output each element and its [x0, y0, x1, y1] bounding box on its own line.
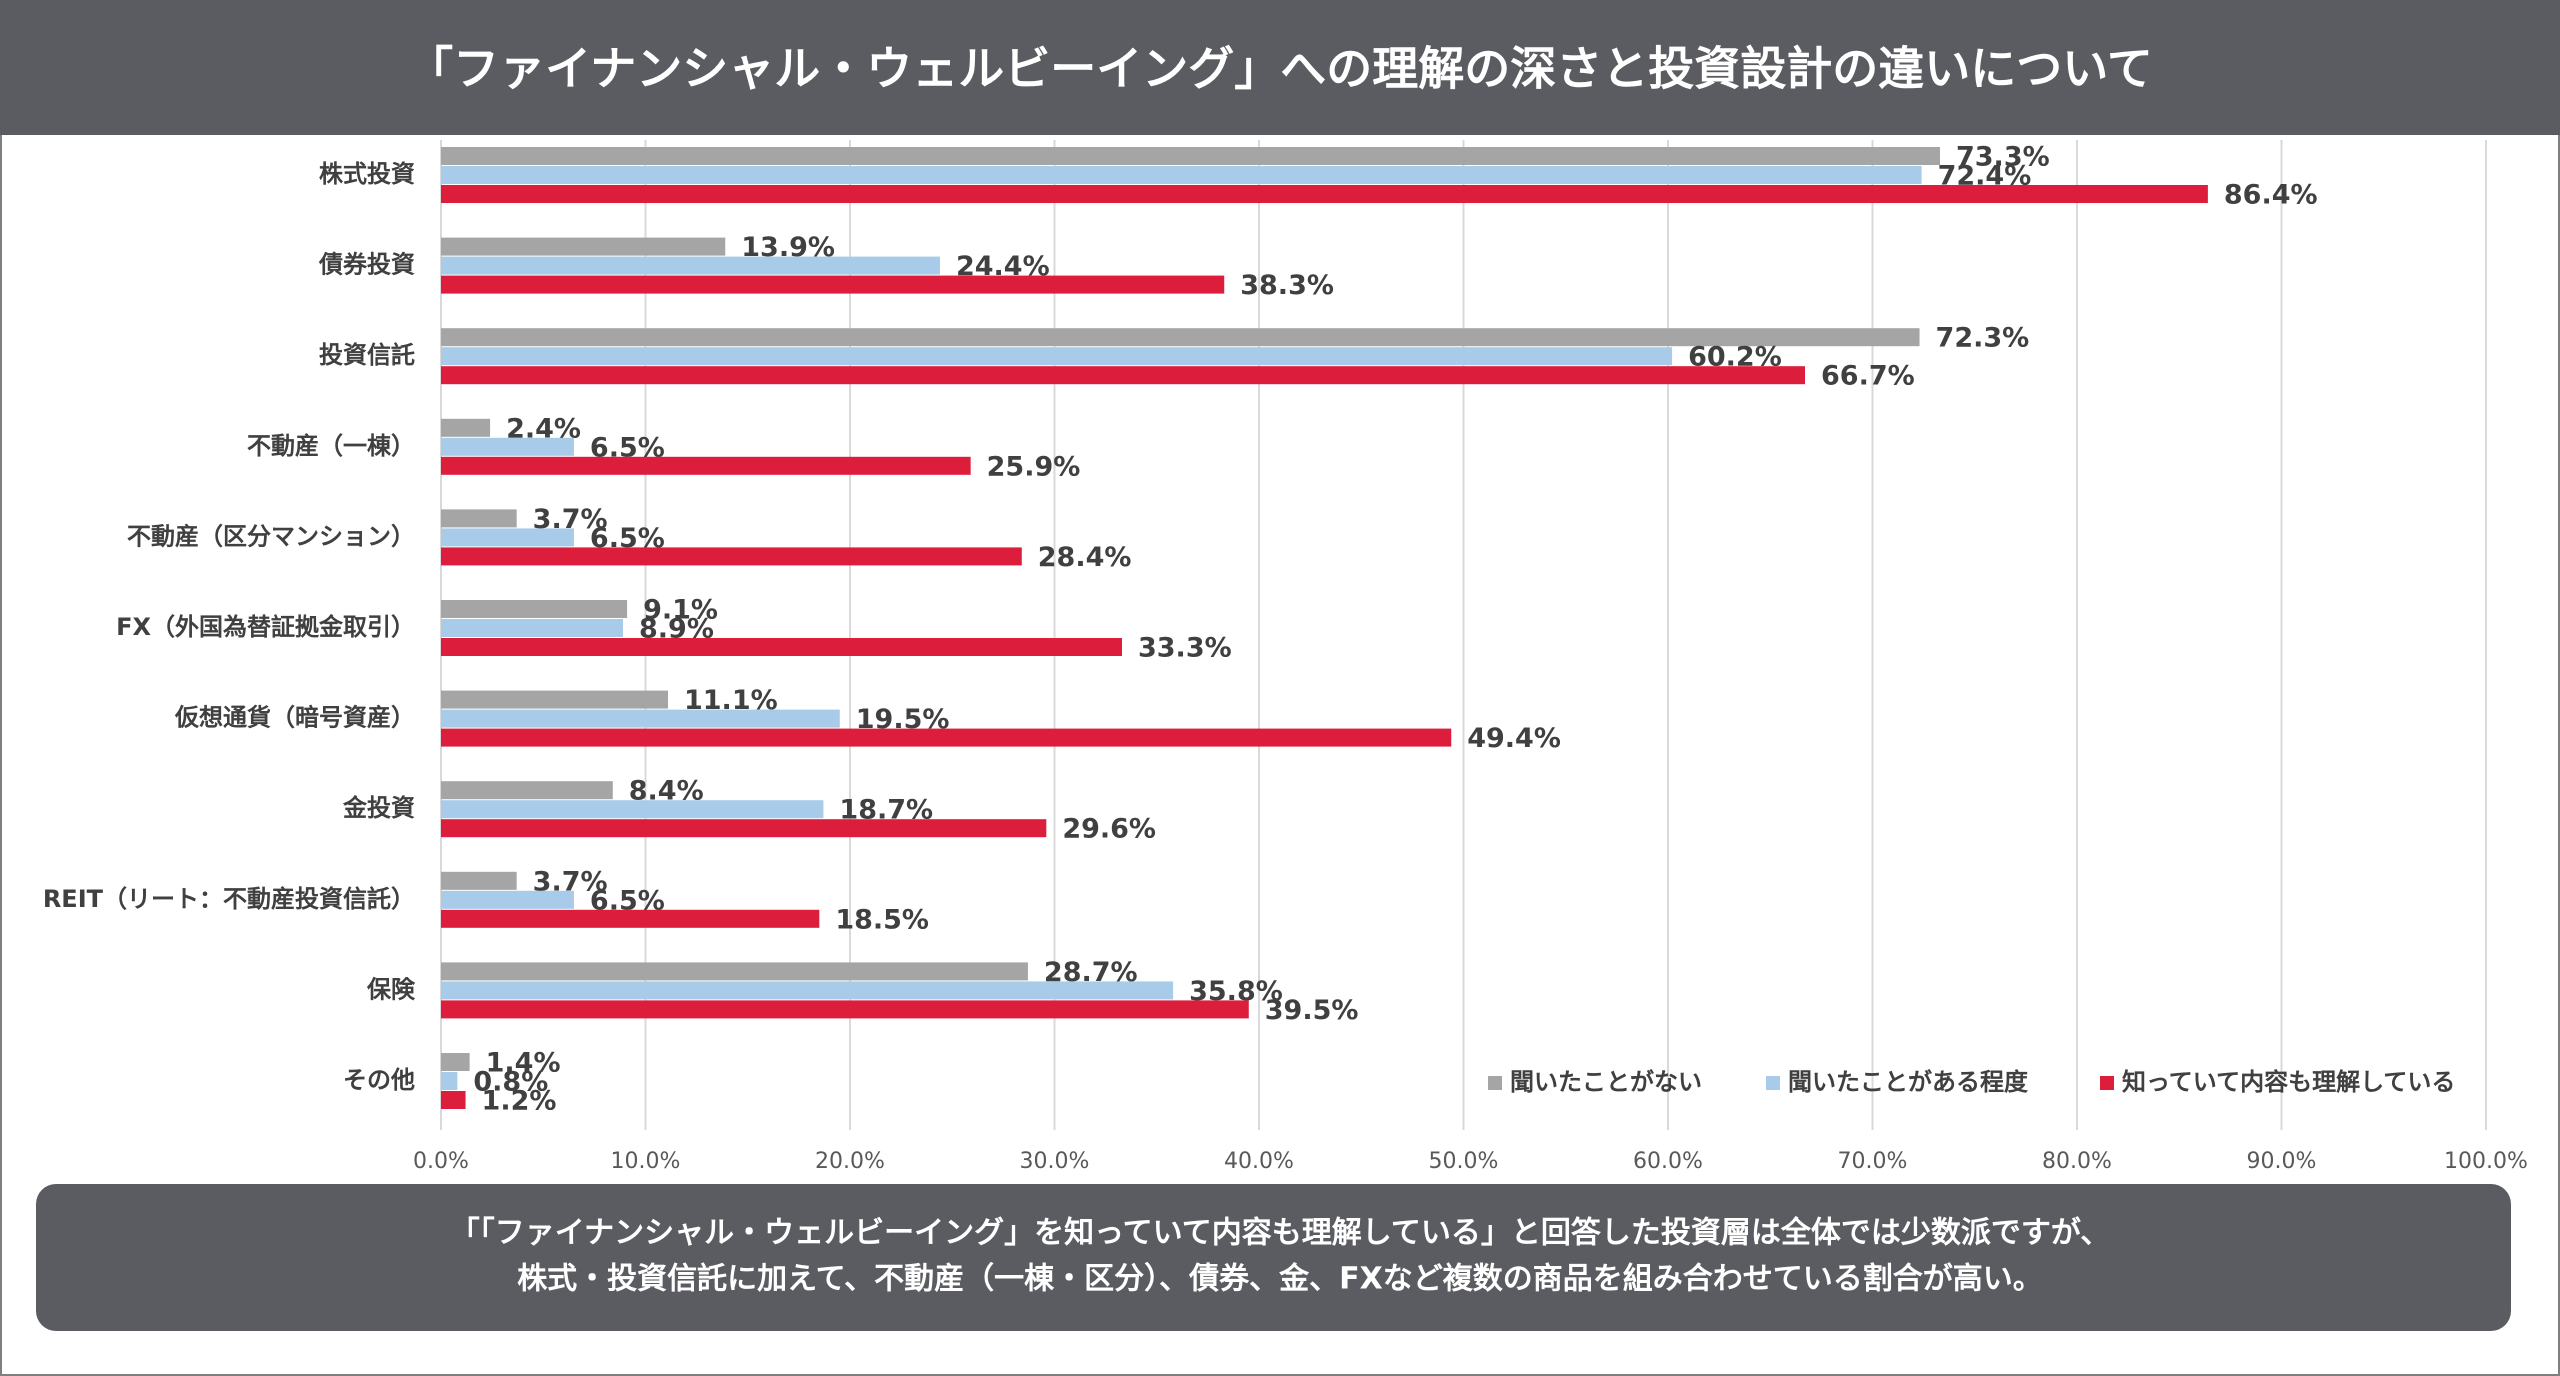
- data-label: 28.4%: [1038, 542, 1132, 573]
- bar: [441, 147, 1940, 165]
- data-label: 38.3%: [1240, 270, 1334, 301]
- bar: [441, 962, 1028, 981]
- data-label: 73.3%: [1956, 142, 2050, 173]
- legend-swatch: [1488, 1076, 1502, 1090]
- y-tick-label: 債券投資: [318, 251, 415, 279]
- data-label: 29.6%: [1062, 814, 1156, 845]
- footnote: 株式・投資信託に加えて、不動産（一棟・区分）、債券、金、FXなど複数の商品を組み…: [517, 1262, 2043, 1297]
- bar: [441, 728, 1452, 747]
- bar: [441, 437, 574, 456]
- bar: [441, 1072, 458, 1090]
- bar: [441, 800, 824, 819]
- x-tick-label: 50.0%: [1429, 1149, 1499, 1174]
- bar: [441, 456, 971, 475]
- y-tick-label: 投資信託: [319, 341, 415, 369]
- x-tick-label: 70.0%: [1838, 1149, 1908, 1174]
- x-tick-label: 30.0%: [1020, 1149, 1090, 1174]
- y-tick-label: 株式投資: [319, 160, 415, 188]
- bar: [441, 871, 517, 890]
- bar: [441, 781, 613, 800]
- bar: [441, 547, 1022, 566]
- chart-title: 「ファイナンシャル・ウェルビーイング」への理解の深さと投資設計の違いについて: [407, 42, 2153, 96]
- bar: [441, 909, 820, 928]
- x-tick-label: 40.0%: [1224, 1149, 1294, 1174]
- bar: [441, 981, 1174, 1000]
- x-tick-label: 80.0%: [2042, 1149, 2112, 1174]
- bar: [441, 328, 1920, 347]
- footnote: 「「ファイナンシャル・ウェルビーイング」を知っていて内容も理解している」と回答し…: [450, 1216, 2111, 1251]
- bar: [441, 347, 1673, 366]
- data-label: 33.3%: [1138, 633, 1232, 664]
- data-label: 86.4%: [2224, 180, 2318, 211]
- legend-swatch: [2100, 1076, 2114, 1090]
- bar: [441, 166, 1922, 184]
- y-tick-label: その他: [343, 1066, 415, 1094]
- bar: [441, 237, 726, 256]
- legend-label: 聞いたことがある程度: [1788, 1068, 2029, 1096]
- legend-swatch: [1766, 1076, 1780, 1090]
- legend-label: 知っていて内容も理解している: [2122, 1068, 2455, 1096]
- bar: [441, 690, 668, 709]
- bar: [441, 819, 1047, 838]
- bar: [441, 275, 1225, 294]
- y-tick-label: REIT（リート：不動産投資信託）: [43, 885, 415, 913]
- y-tick-label: 金投資: [342, 794, 415, 822]
- data-label: 1.2%: [482, 1086, 557, 1117]
- y-tick-label: 不動産（区分マンション）: [127, 522, 415, 550]
- data-label: 66.7%: [1821, 361, 1915, 392]
- bar: [441, 256, 940, 275]
- x-tick-label: 10.0%: [611, 1149, 681, 1174]
- x-tick-label: 60.0%: [1633, 1149, 1703, 1174]
- y-tick-label: 仮想通貨（暗号資産）: [174, 704, 415, 732]
- bar: [441, 709, 840, 728]
- data-label: 18.5%: [835, 904, 929, 935]
- data-label: 25.9%: [987, 451, 1081, 482]
- bar: [441, 600, 628, 618]
- data-label: 0.8%: [473, 1067, 548, 1098]
- x-tick-label: 0.0%: [413, 1149, 469, 1174]
- bar: [441, 1091, 466, 1109]
- bar: [441, 185, 2208, 203]
- y-tick-label: 保険: [366, 975, 416, 1003]
- y-tick-label: FX（外国為替証拠金取引）: [116, 613, 415, 641]
- bar: [441, 619, 624, 637]
- bar: [441, 638, 1122, 656]
- x-tick-label: 100.0%: [2444, 1149, 2528, 1174]
- bar: [441, 1053, 470, 1071]
- data-label: 9.1%: [643, 595, 718, 626]
- legend-label: 聞いたことがない: [1510, 1068, 1702, 1096]
- bar: [441, 366, 1806, 385]
- data-label: 49.4%: [1467, 723, 1561, 754]
- y-tick-label: 不動産（一棟）: [247, 432, 415, 460]
- bar: [441, 528, 574, 547]
- bar: [441, 890, 574, 909]
- data-label: 39.5%: [1265, 995, 1359, 1026]
- bar: [441, 1000, 1249, 1019]
- footnote-box: [36, 1184, 2511, 1331]
- data-label: 1.4%: [486, 1048, 561, 1079]
- bar: [441, 418, 491, 437]
- bar: [441, 509, 517, 528]
- title-bar: [0, 0, 2560, 135]
- x-tick-label: 90.0%: [2247, 1149, 2317, 1174]
- x-tick-label: 20.0%: [815, 1149, 885, 1174]
- data-label: 72.3%: [1936, 323, 2030, 354]
